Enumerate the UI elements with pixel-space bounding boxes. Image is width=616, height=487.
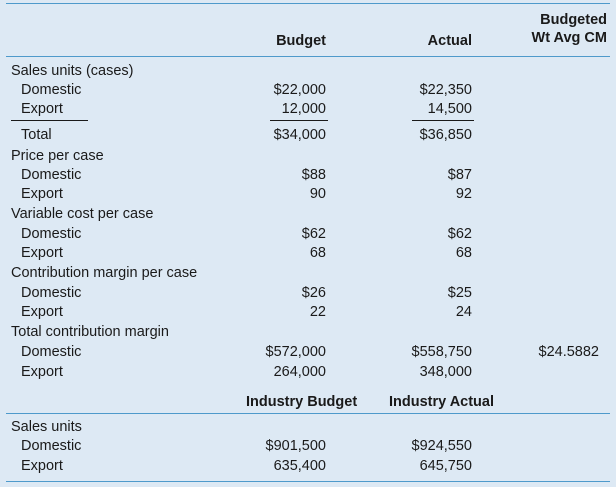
row-label: Domestic (21, 226, 82, 242)
section-title-variable-cost: Variable cost per case (11, 206, 154, 222)
header-wt-avg-line1: Budgeted (540, 12, 607, 28)
header-wt-avg-line2: Wt Avg CM (531, 30, 607, 46)
cell-actual: 348,000 (419, 364, 472, 380)
cell-wt-avg-cm: $24.5882 (538, 344, 599, 360)
row-label: Export (21, 245, 63, 261)
subtotal-rule (270, 120, 328, 121)
row-label: Export (21, 186, 63, 202)
cell-industry-actual: 645,750 (419, 458, 472, 474)
cell-actual: $25 (447, 285, 472, 301)
cell-budget: $88 (301, 167, 326, 183)
row-label: Domestic (21, 167, 82, 183)
header-industry-actual: Industry Actual (389, 394, 495, 410)
cell-actual: $87 (447, 167, 472, 183)
section-title-price: Price per case (11, 148, 104, 164)
cell-industry-actual: $924,550 (411, 438, 472, 454)
row-label: Domestic (21, 344, 82, 360)
header-industry-budget: Industry Budget (246, 394, 358, 410)
cell-actual: 24 (455, 304, 472, 320)
section-title-cm-per-case: Contribution margin per case (11, 265, 198, 281)
subtotal-rule (11, 120, 88, 121)
row-label: Export (21, 364, 63, 380)
industry-rule (6, 413, 610, 414)
cell-actual: $62 (447, 226, 472, 242)
section-title-total-cm: Total contribution margin (11, 324, 169, 340)
row-label: Export (21, 101, 63, 117)
bottom-rule (6, 481, 610, 482)
section-title-industry-sales: Sales units (11, 419, 82, 435)
cell-budget: $62 (301, 226, 326, 242)
top-rule (6, 3, 610, 4)
row-label: Domestic (21, 82, 82, 98)
section-title-sales-units: Sales units (cases) (11, 63, 134, 79)
subtotal-rule (412, 120, 474, 121)
cell-actual: $22,350 (419, 82, 472, 98)
cell-industry-budget: 635,400 (273, 458, 326, 474)
row-label: Domestic (21, 438, 82, 454)
cell-budget: 22 (309, 304, 326, 320)
cell-actual: 68 (455, 245, 472, 261)
cell-budget: $26 (301, 285, 326, 301)
cell-actual: $558,750 (411, 344, 472, 360)
cell-budget: $572,000 (265, 344, 326, 360)
cell-actual: 92 (455, 186, 472, 202)
row-label: Export (21, 304, 63, 320)
header-actual: Actual (427, 33, 472, 49)
header-rule (6, 56, 610, 57)
cell-actual: 14,500 (427, 101, 472, 117)
header-budget: Budget (276, 33, 326, 49)
cell-budget-total: $34,000 (273, 127, 326, 143)
cell-actual-total: $36,850 (419, 127, 472, 143)
row-label-total: Total (21, 127, 52, 143)
cell-budget: 68 (309, 245, 326, 261)
cell-budget: 90 (309, 186, 326, 202)
row-label: Export (21, 458, 63, 474)
cell-budget: 264,000 (273, 364, 326, 380)
row-label: Domestic (21, 285, 82, 301)
cell-industry-budget: $901,500 (265, 438, 326, 454)
cell-budget: $22,000 (273, 82, 326, 98)
cell-budget: 12,000 (281, 101, 326, 117)
